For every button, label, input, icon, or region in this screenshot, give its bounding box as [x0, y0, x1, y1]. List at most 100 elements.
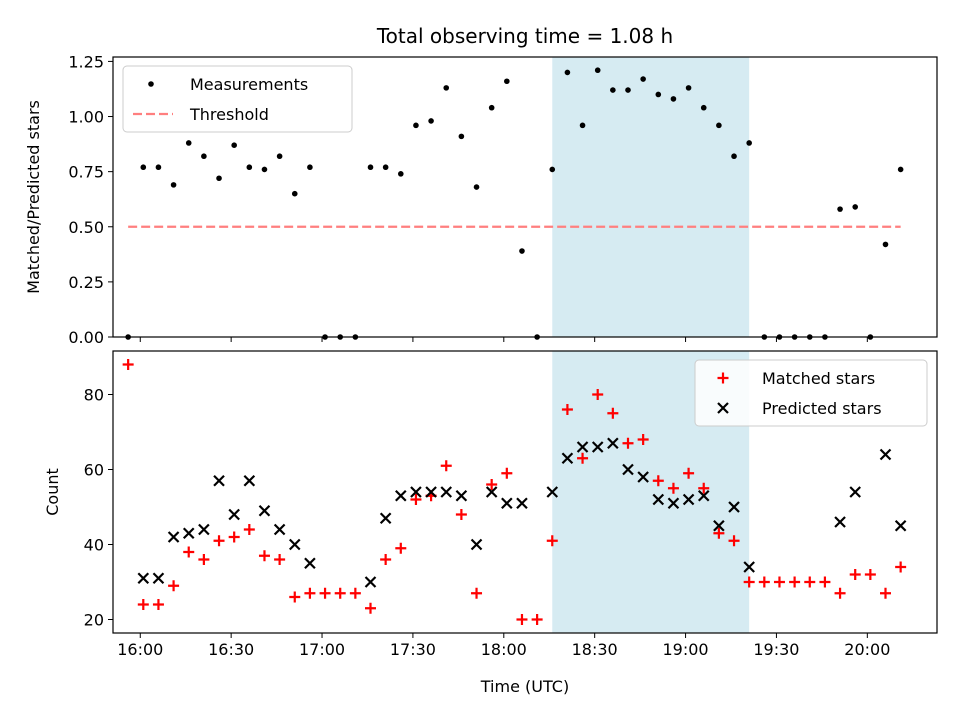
data-point: [168, 580, 180, 592]
x-tick-label: 17:30: [390, 640, 436, 659]
data-point: [561, 452, 574, 465]
data-point: [697, 489, 710, 502]
data-point: [486, 479, 498, 490]
data-point: [577, 452, 589, 464]
data-point: [728, 535, 740, 547]
data-point: [670, 96, 677, 102]
x-axis-label: Time (UTC): [480, 677, 569, 696]
legend-box: [694, 359, 928, 427]
y-tick-label: 0.75: [68, 163, 104, 182]
data-point: [516, 497, 528, 510]
data-point: [591, 441, 604, 453]
data-point: [246, 164, 253, 171]
legend-key: [717, 402, 729, 414]
data-point: [413, 122, 419, 129]
data-point: [488, 104, 495, 111]
data-point: [897, 166, 904, 173]
data-point: [198, 554, 210, 565]
plot-frame: [112, 350, 938, 634]
legend-key: [717, 372, 729, 384]
data-point: [731, 153, 737, 160]
data-point: [716, 122, 722, 129]
data-point: [440, 460, 452, 472]
data-point: [743, 576, 755, 588]
data-point: [364, 576, 377, 588]
legend-label: Matched stars: [762, 369, 875, 388]
data-point: [261, 166, 268, 173]
data-point: [852, 204, 859, 210]
data-point: [425, 486, 437, 498]
data-point: [243, 524, 255, 535]
data-point: [549, 166, 556, 173]
data-point: [410, 486, 422, 498]
y-tick-label: 1.00: [68, 108, 104, 127]
data-point: [395, 542, 407, 554]
series-matched-stars: [122, 359, 907, 625]
data-point: [652, 475, 664, 487]
plot-frame: [112, 56, 938, 338]
x-tick-label: 19:30: [753, 640, 799, 659]
data-point: [410, 494, 422, 505]
data-point: [594, 67, 601, 74]
chart-title: Total observing time = 1.08 h: [376, 24, 673, 48]
data-point: [276, 153, 283, 160]
data-point: [137, 572, 150, 585]
data-point: [183, 546, 195, 558]
data-point: [519, 248, 525, 254]
legend: Matched stars Predicted stars: [694, 359, 928, 427]
count-panel: 16:00 16:30 17:00 17:30 18:00 18:30 19:00 19:30…: [43, 350, 938, 696]
data-point: [546, 535, 558, 547]
data-point: [307, 164, 313, 171]
data-point: [516, 614, 528, 625]
data-point: [864, 569, 876, 580]
ratio-panel: 0.00 0.25 0.50 0.75 1.00 1.25 Matched/Predicte…: [24, 24, 938, 347]
data-point: [216, 175, 222, 182]
data-point: [667, 482, 679, 494]
data-point: [667, 497, 680, 510]
data-point: [471, 587, 483, 599]
data-point: [228, 531, 240, 543]
y-tick-label: 1.25: [68, 52, 104, 71]
data-point: [700, 104, 707, 111]
data-point: [504, 78, 510, 85]
data-point: [213, 474, 225, 487]
data-point: [607, 437, 619, 450]
data-point: [625, 87, 631, 93]
data-point: [334, 587, 346, 599]
data-point: [789, 576, 801, 588]
data-point: [455, 509, 467, 520]
x-tick-label: 16:00: [117, 640, 163, 659]
data-point: [713, 527, 725, 539]
data-point: [607, 407, 619, 419]
data-point: [379, 512, 392, 525]
legend-key: [148, 81, 154, 87]
x-tick-label: 20:00: [844, 640, 890, 659]
data-point: [155, 164, 162, 171]
data-point: [637, 434, 649, 445]
x-tick-label: 17:00: [299, 640, 345, 659]
data-point: [773, 576, 785, 588]
data-point: [683, 467, 695, 479]
data-point: [319, 587, 331, 599]
legend-box: [122, 65, 353, 133]
y-tick-label: 80: [84, 386, 104, 405]
data-point: [837, 206, 843, 212]
data-point: [167, 531, 180, 543]
data-point: [440, 486, 453, 498]
data-point: [198, 523, 210, 536]
data-point: [622, 463, 634, 476]
data-point: [397, 171, 404, 177]
y-tick-label: 40: [84, 536, 104, 555]
data-point: [728, 501, 740, 513]
data-point: [894, 519, 907, 532]
data-point: [122, 359, 134, 370]
data-point: [561, 404, 573, 415]
data-point: [713, 519, 725, 532]
data-point: [758, 576, 770, 588]
data-point: [213, 535, 225, 547]
data-point: [470, 538, 483, 551]
data-point: [485, 486, 498, 498]
data-point: [365, 602, 376, 614]
data-point: [228, 508, 240, 521]
